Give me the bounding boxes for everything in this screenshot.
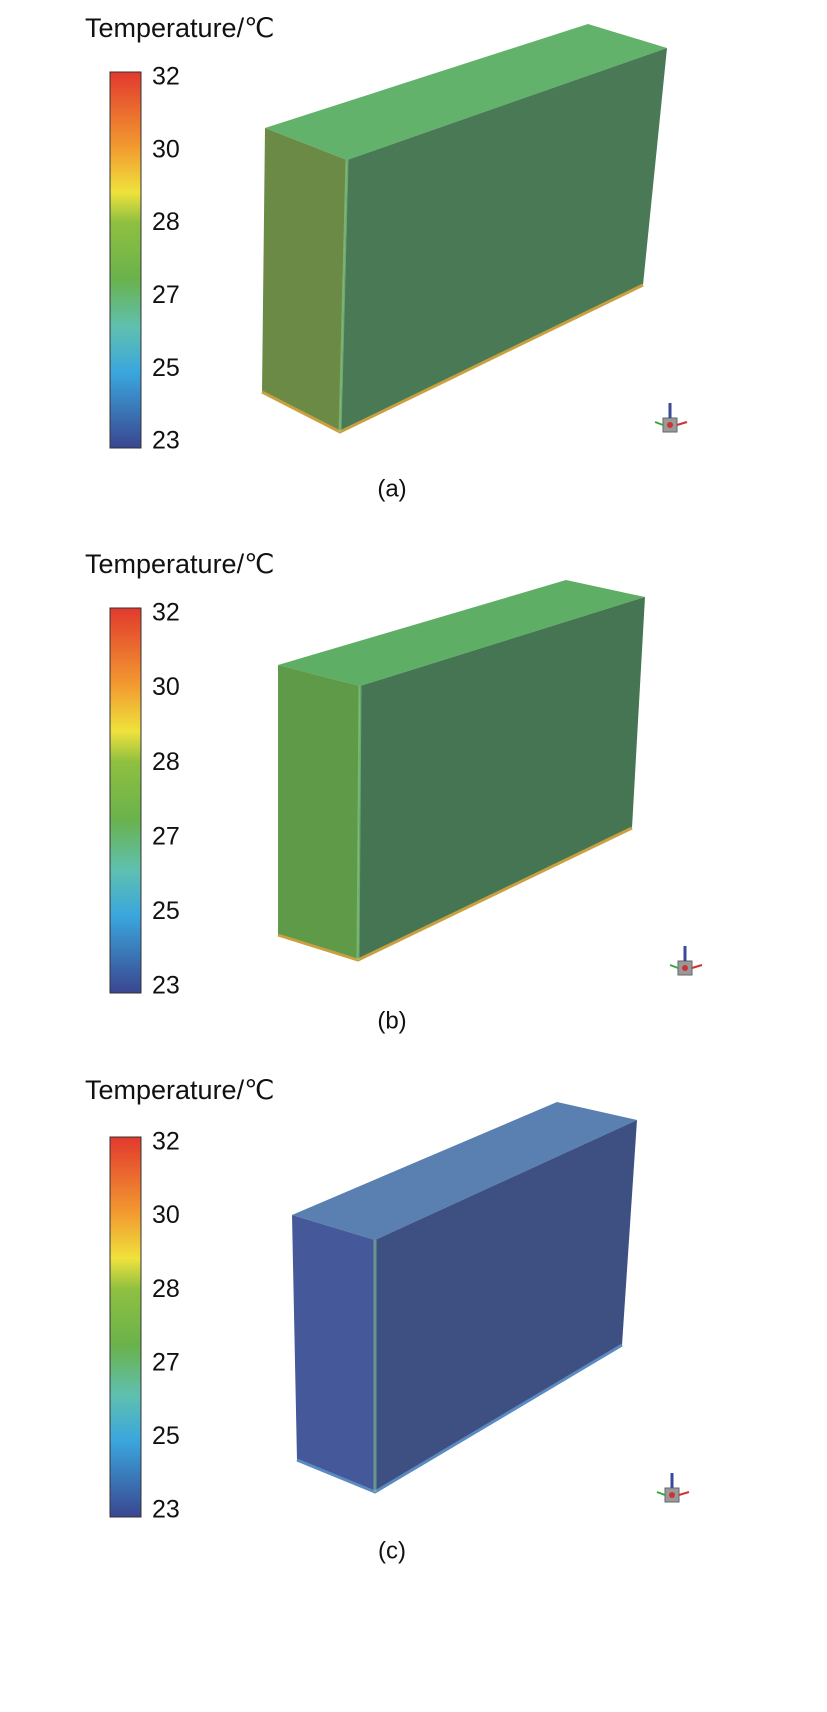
legend-title: Temperature/℃	[85, 549, 274, 579]
colorbar-label: 27	[152, 822, 180, 850]
colorbar-label: 25	[152, 354, 180, 382]
colorbar-label: 30	[152, 1201, 180, 1229]
axis-icon	[669, 1492, 675, 1498]
colorbar-label: 32	[152, 1128, 180, 1156]
colorbar-label: 28	[152, 1275, 180, 1303]
colorbar-label: 30	[152, 673, 180, 701]
colorbar-label: 27	[152, 281, 180, 309]
box-edge	[338, 159, 349, 433]
caption: (b)	[377, 1007, 406, 1034]
box-front	[375, 1120, 637, 1492]
colorbar-label: 28	[152, 748, 180, 776]
caption: (c)	[378, 1537, 406, 1564]
box-top	[265, 24, 667, 160]
axis-icon	[654, 421, 664, 426]
box-front	[340, 48, 667, 432]
box-top	[292, 1102, 637, 1240]
axis-icon	[682, 965, 688, 971]
box-side	[262, 128, 347, 432]
colorbar-label: 23	[152, 427, 180, 455]
colorbar-label: 27	[152, 1348, 180, 1376]
axis-icon	[667, 422, 673, 428]
axis-icon	[656, 1491, 666, 1496]
box-top	[278, 580, 645, 686]
box-edge	[356, 685, 362, 961]
axis-icon	[669, 964, 679, 969]
colorbar-label: 23	[152, 1496, 180, 1524]
box-front	[358, 597, 645, 960]
box-side	[278, 665, 360, 960]
colorbar	[109, 607, 142, 994]
colorbar-label: 32	[152, 599, 180, 627]
legend-title: Temperature/℃	[85, 1075, 274, 1105]
colorbar-label: 25	[152, 897, 180, 925]
colorbar-label: 25	[152, 1422, 180, 1450]
axis-icon	[678, 1491, 690, 1496]
axis-icon	[676, 421, 688, 426]
colorbar-label: 32	[152, 63, 180, 91]
colorbar	[109, 71, 142, 449]
colorbar-label: 23	[152, 972, 180, 1000]
colorbar-label: 30	[152, 135, 180, 163]
axis-icon	[691, 964, 703, 969]
box-side	[292, 1215, 375, 1492]
legend-title: Temperature/℃	[85, 13, 274, 43]
colorbar	[109, 1136, 142, 1518]
colorbar-label: 28	[152, 208, 180, 236]
caption: (a)	[377, 475, 406, 502]
